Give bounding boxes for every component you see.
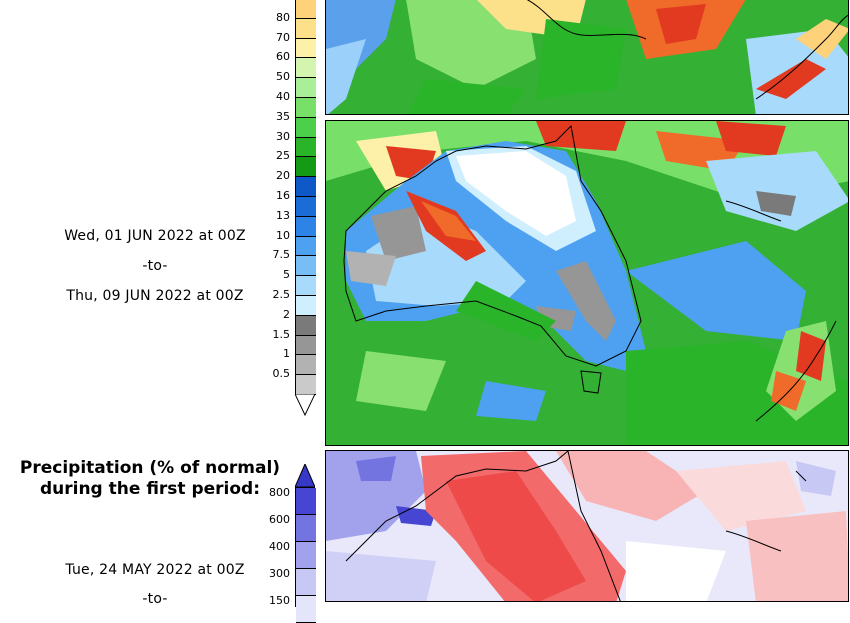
precip-tick-label: 2 xyxy=(283,307,290,321)
precip-map-panel-middle xyxy=(325,120,849,446)
pct-colorbar-segment xyxy=(296,569,316,596)
precip-tick-label: 1.5 xyxy=(272,327,291,341)
pct-normal-title-line1: Precipitation (% of normal) xyxy=(19,458,281,478)
precip-tick-label: 16 xyxy=(276,189,290,202)
precip-tick-label: 25 xyxy=(276,149,290,163)
precip-tick-label: 60 xyxy=(276,50,290,64)
precip-colorbar-segment xyxy=(296,177,316,197)
pct-colorbar-segment xyxy=(296,488,316,515)
pct-colorbar xyxy=(295,487,316,623)
precip-tick-label: 10 xyxy=(276,228,290,242)
pct-tick-label: 800 xyxy=(269,486,290,499)
precip-tick-label: 5 xyxy=(283,268,290,282)
precip-colorbar-segment xyxy=(296,315,316,336)
precip-colorbar-segment xyxy=(296,335,316,356)
pct-normal-title-line2: during the first period: xyxy=(39,479,261,499)
precip-colorbar-segment xyxy=(296,216,316,237)
precip-colorbar xyxy=(295,0,316,395)
precip-colorbar-segment xyxy=(296,38,316,59)
precip-tick-label: 7.5 xyxy=(272,248,291,262)
precip-tick-label: 2.5 xyxy=(272,288,291,301)
precip-colorbar-arrow xyxy=(295,394,315,416)
precip-colorbar-segment xyxy=(296,157,316,178)
precip-colorbar-segment xyxy=(296,137,316,158)
precip-tick-label: 40 xyxy=(276,90,290,103)
precip-colorbar-segment xyxy=(296,355,316,376)
precip-colorbar-segment xyxy=(296,18,316,39)
precip-tick-label: 80 xyxy=(276,10,290,24)
period2-start-date: Wed, 01 JUN 2022 at 00Z xyxy=(64,228,246,244)
precip-colorbar-segment xyxy=(296,375,316,395)
pct-normal-title: Precipitation (% of normal) during the f… xyxy=(10,458,290,500)
precip-tick-label: 50 xyxy=(276,70,290,84)
period1-start-date: Tue, 24 MAY 2022 at 00Z xyxy=(65,562,245,578)
precip-tick-label: 0.5 xyxy=(272,367,291,381)
pct-tick-label: 300 xyxy=(269,567,290,580)
precip-colorbar-segment xyxy=(296,197,316,217)
precip-colorbar-segment xyxy=(296,78,316,98)
precip-tick-label: 30 xyxy=(276,129,290,143)
precip-colorbar-segment xyxy=(296,58,316,79)
pct-colorbar-arrow xyxy=(295,464,315,488)
precip-colorbar-segment xyxy=(296,256,316,277)
pct-colorbar-segment xyxy=(296,596,316,623)
precip-map-panel-top xyxy=(325,0,849,115)
precip-tick-label: 13 xyxy=(276,208,290,222)
precip-tick-label: 1 xyxy=(283,347,290,361)
period2-end-date: Thu, 09 JUN 2022 at 00Z xyxy=(66,288,244,304)
period1-to: -to- xyxy=(142,591,168,607)
precip-colorbar-segment xyxy=(296,117,316,138)
precip-tick-label: 20 xyxy=(276,169,290,183)
precip-tick-label: 70 xyxy=(276,30,290,44)
precip-colorbar-segment xyxy=(296,296,316,316)
precip-colorbar-segment xyxy=(296,98,316,118)
precip-tick-label: 35 xyxy=(276,109,290,123)
pct-normal-map-panel xyxy=(325,450,849,602)
pct-tick-label: 600 xyxy=(269,513,290,526)
precip-colorbar-segment xyxy=(296,0,316,19)
precip-colorbar-segment xyxy=(296,236,316,257)
precip-colorbar-segment xyxy=(296,276,316,296)
period2-to: -to- xyxy=(142,258,168,274)
pct-tick-label: 400 xyxy=(269,540,290,553)
pct-colorbar-segment xyxy=(296,515,316,542)
pct-colorbar-segment xyxy=(296,542,316,569)
